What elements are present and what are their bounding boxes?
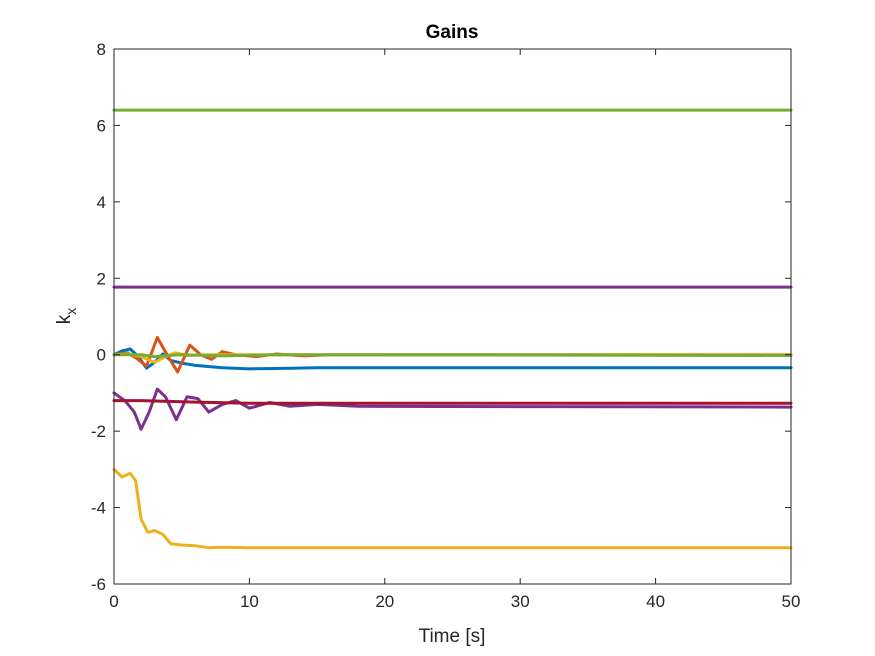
series-line-7 (112, 387, 793, 431)
chart-title: Gains (426, 22, 479, 43)
x-tick-label-30: 30 (511, 592, 530, 611)
y-tick-label-2: 2 (97, 269, 106, 288)
x-axis-label: Time [s] (419, 626, 486, 647)
y-tick-label--4: -4 (91, 499, 106, 518)
series-layer (112, 108, 793, 550)
series-line-5 (112, 467, 793, 550)
plot-area (114, 49, 791, 584)
y-axis-label: kx (54, 308, 79, 325)
x-tick-label-10: 10 (240, 592, 259, 611)
y-axis-label-main: k (54, 314, 75, 324)
tick-layer: 0 10 20 30 40 50 -6 -4 -2 0 2 4 6 8 (91, 40, 801, 611)
x-tick-label-0: 0 (109, 592, 118, 611)
y-tick-label--2: -2 (91, 422, 106, 441)
y-tick-label-4: 4 (97, 193, 106, 212)
y-tick-label-0: 0 (97, 346, 106, 365)
axes-box (113, 48, 792, 585)
y-tick-label-8: 8 (97, 40, 106, 59)
y-tick-label-6: 6 (97, 116, 106, 135)
y-axis-label-subscript: x (63, 308, 79, 315)
series-line-9 (112, 353, 793, 359)
series-line-8 (112, 399, 793, 405)
x-tick-label-20: 20 (375, 592, 394, 611)
svg-text:kx: kx (54, 308, 79, 325)
x-tick-label-40: 40 (646, 592, 665, 611)
x-tick-label-50: 50 (782, 592, 801, 611)
y-tick-label--6: -6 (91, 575, 106, 594)
